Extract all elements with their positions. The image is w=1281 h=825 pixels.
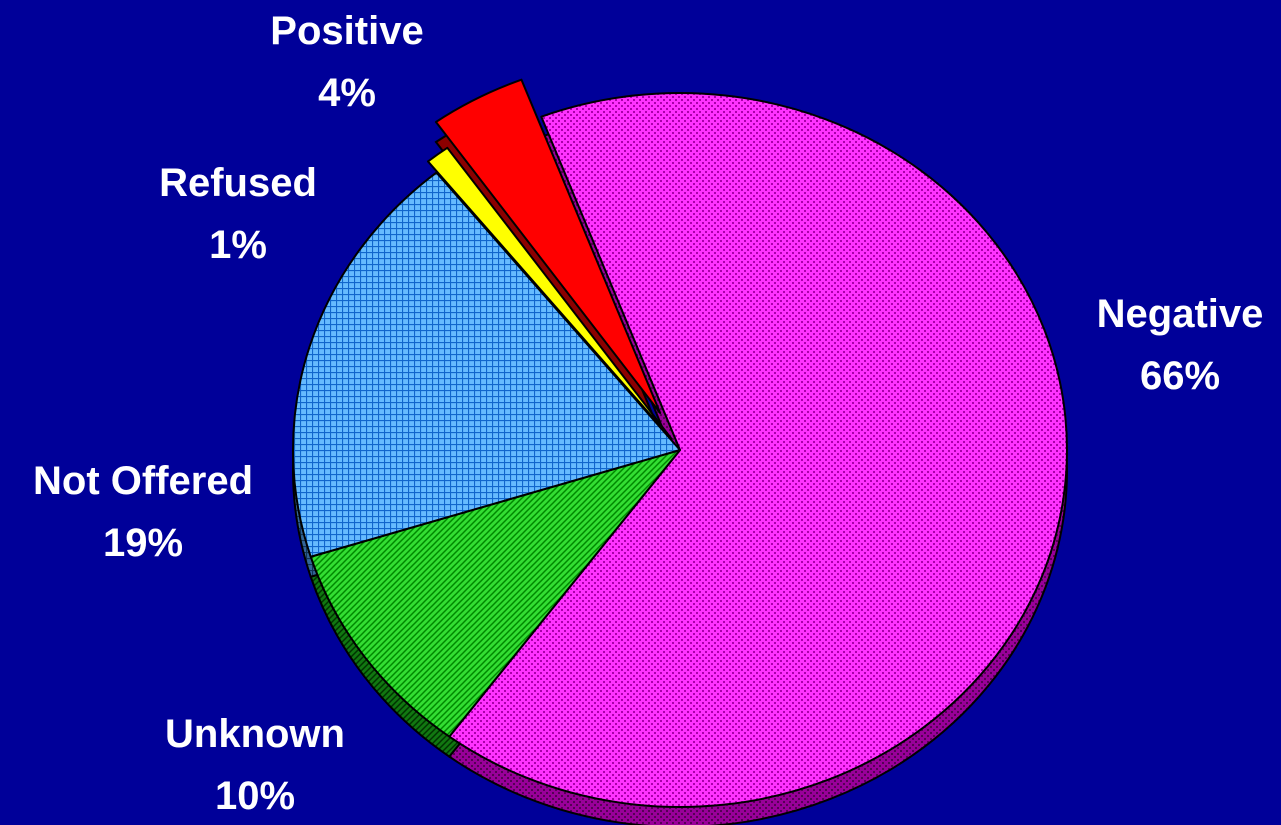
slice-value-unknown: 10%: [215, 774, 295, 818]
slice-name-unknown: Unknown: [165, 712, 345, 756]
pie-slice-positive: [434, 78, 662, 414]
slice-label-not-offered: Not Offered 19%: [33, 459, 253, 565]
pie-slice-unknown: [309, 449, 681, 738]
slice-label-negative: Negative 66%: [1097, 292, 1264, 398]
pie-slice-refused: [426, 146, 673, 440]
pie-label-layer: Negative 66% Unknown 10% Not Offered 19% Refus…: [33, 9, 1263, 818]
pie-top-layer: [292, 78, 1068, 808]
slice-name-positive: Positive: [270, 9, 423, 53]
pie-slice-negative: [448, 92, 1068, 808]
slice-value-refused: 1%: [209, 223, 267, 267]
slice-label-unknown: Unknown 10%: [165, 712, 345, 818]
slice-label-positive: Positive 4%: [270, 9, 423, 115]
slice-name-negative: Negative: [1097, 292, 1264, 336]
slice-name-refused: Refused: [159, 161, 317, 205]
slice-value-negative: 66%: [1140, 354, 1220, 398]
slice-label-refused: Refused 1%: [159, 161, 317, 267]
slice-name-not-offered: Not Offered: [33, 459, 253, 503]
slice-value-not-offered: 19%: [103, 521, 183, 565]
pie-slice-not-offered: [292, 171, 681, 558]
slice-value-positive: 4%: [318, 71, 376, 115]
